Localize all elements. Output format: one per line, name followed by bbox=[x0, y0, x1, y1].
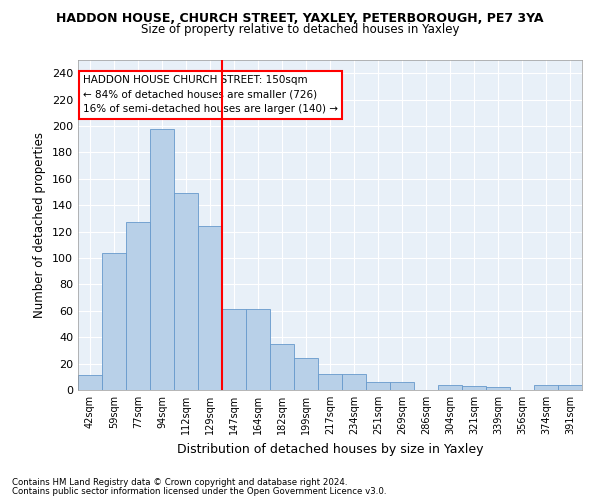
Text: Contains public sector information licensed under the Open Government Licence v3: Contains public sector information licen… bbox=[12, 487, 386, 496]
Y-axis label: Number of detached properties: Number of detached properties bbox=[34, 132, 46, 318]
Text: HADDON HOUSE, CHURCH STREET, YAXLEY, PETERBOROUGH, PE7 3YA: HADDON HOUSE, CHURCH STREET, YAXLEY, PET… bbox=[56, 12, 544, 26]
Bar bbox=[150, 128, 174, 390]
Bar bbox=[486, 388, 510, 390]
Bar bbox=[174, 194, 198, 390]
Bar bbox=[222, 310, 246, 390]
Bar bbox=[366, 382, 390, 390]
Bar bbox=[294, 358, 318, 390]
Text: Contains HM Land Registry data © Crown copyright and database right 2024.: Contains HM Land Registry data © Crown c… bbox=[12, 478, 347, 487]
Bar bbox=[78, 376, 102, 390]
Bar bbox=[318, 374, 342, 390]
Bar bbox=[438, 384, 462, 390]
Bar bbox=[462, 386, 486, 390]
Bar bbox=[534, 384, 558, 390]
Bar bbox=[342, 374, 366, 390]
Text: Size of property relative to detached houses in Yaxley: Size of property relative to detached ho… bbox=[141, 22, 459, 36]
Bar bbox=[198, 226, 222, 390]
Bar bbox=[390, 382, 414, 390]
Text: HADDON HOUSE CHURCH STREET: 150sqm
← 84% of detached houses are smaller (726)
16: HADDON HOUSE CHURCH STREET: 150sqm ← 84%… bbox=[83, 75, 338, 114]
Bar bbox=[246, 310, 270, 390]
Bar bbox=[270, 344, 294, 390]
X-axis label: Distribution of detached houses by size in Yaxley: Distribution of detached houses by size … bbox=[177, 442, 483, 456]
Bar bbox=[102, 252, 126, 390]
Bar bbox=[126, 222, 150, 390]
Bar bbox=[558, 384, 582, 390]
